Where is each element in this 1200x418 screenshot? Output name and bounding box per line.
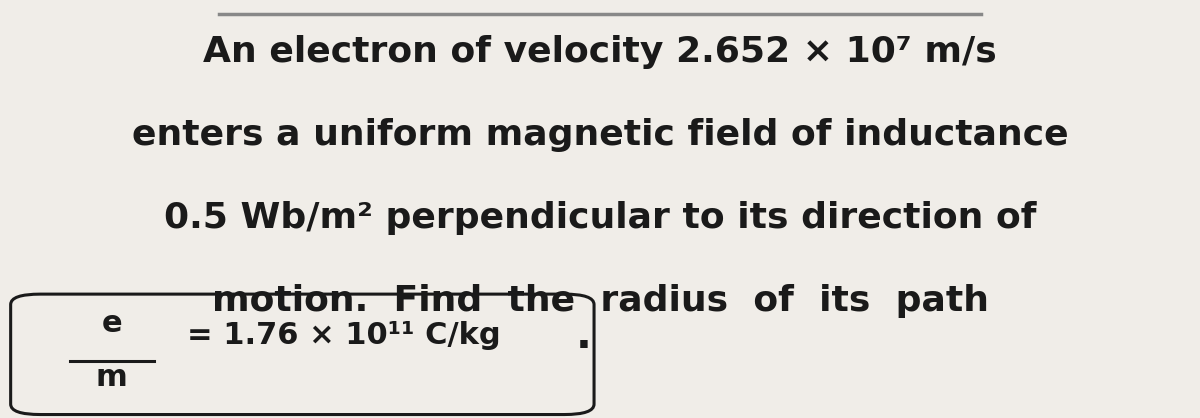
Text: .: . <box>576 315 592 357</box>
Text: = 1.76 × 10¹¹ C/kg: = 1.76 × 10¹¹ C/kg <box>187 321 500 350</box>
Text: motion.  Find  the  radius  of  its  path: motion. Find the radius of its path <box>211 284 989 318</box>
Text: An electron of velocity 2.652 × 10⁷ m/s: An electron of velocity 2.652 × 10⁷ m/s <box>203 35 997 69</box>
Text: e: e <box>102 308 122 338</box>
Text: 0.5 Wb/m² perpendicular to its direction of: 0.5 Wb/m² perpendicular to its direction… <box>163 201 1037 234</box>
Text: m: m <box>96 363 127 392</box>
FancyBboxPatch shape <box>11 294 594 415</box>
Text: enters a uniform magnetic field of inductance: enters a uniform magnetic field of induc… <box>132 117 1068 152</box>
